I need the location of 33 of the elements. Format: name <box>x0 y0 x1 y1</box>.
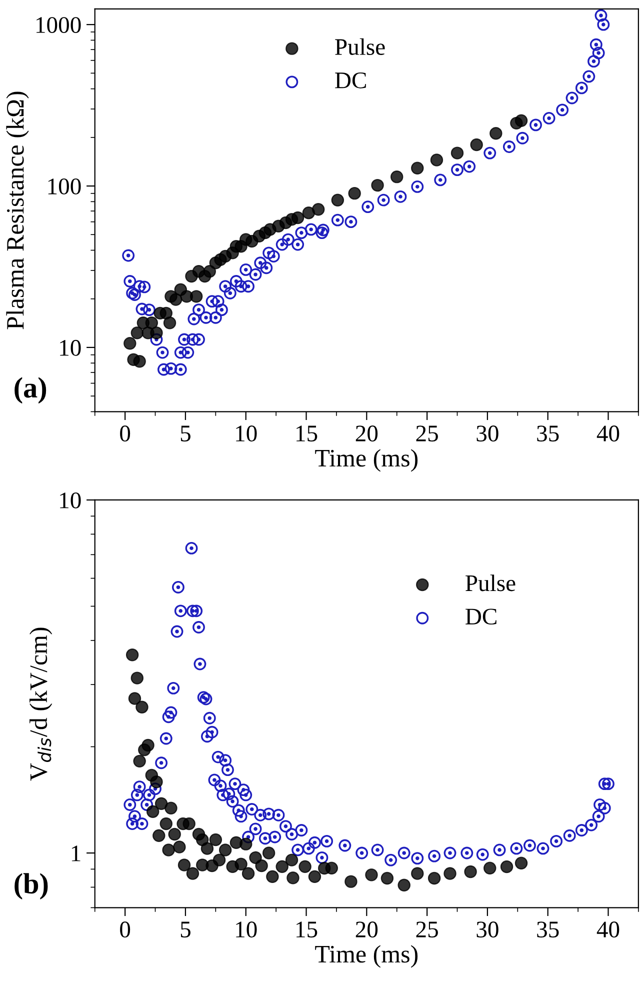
x-tick-label: 35 <box>537 426 559 442</box>
y-axis-title: Plasma Resistance (kΩ) <box>6 92 29 330</box>
legend-label: DC <box>466 608 496 625</box>
y-axis-title: V$_{dis}$/d (kV/cm) <box>30 628 52 781</box>
x-tick-label: 25 <box>416 426 438 442</box>
x-tick-label: 0 <box>120 922 130 938</box>
x-tick-label: 30 <box>476 426 498 442</box>
x-tick-label: 40 <box>596 922 620 938</box>
y-tick-label: 10 <box>60 492 81 508</box>
legend-label: DC <box>335 72 366 88</box>
x-tick-label: 10 <box>236 922 257 938</box>
x-tick-label: 40 <box>596 426 620 442</box>
x-tick-label: 5 <box>180 922 190 938</box>
x-tick-label: 15 <box>296 426 318 442</box>
x-tick-label: 25 <box>416 922 438 938</box>
y-tick-label: 10 <box>60 340 81 356</box>
legend-label: Pulse <box>466 574 516 592</box>
x-tick-label: 15 <box>296 922 318 938</box>
x-tick-label: 35 <box>537 922 559 938</box>
text: (b) <box>14 873 48 900</box>
legend-label: Pulse <box>335 38 385 55</box>
x-axis-title: Time (ms) <box>315 945 418 968</box>
y-tick-label: 100 <box>48 178 81 194</box>
x-tick-label: 20 <box>356 922 378 938</box>
x-tick-label: 30 <box>476 922 498 938</box>
text: (a) <box>14 377 46 404</box>
x-tick-label: 0 <box>120 426 130 442</box>
x-tick-label: 10 <box>236 426 257 442</box>
x-tick-label: 20 <box>356 426 378 442</box>
x-tick-label: 5 <box>180 426 190 442</box>
y-tick-label: 1000 <box>36 17 81 33</box>
x-axis-title: Time (ms) <box>315 449 418 472</box>
y-tick-label: 1 <box>72 846 80 862</box>
